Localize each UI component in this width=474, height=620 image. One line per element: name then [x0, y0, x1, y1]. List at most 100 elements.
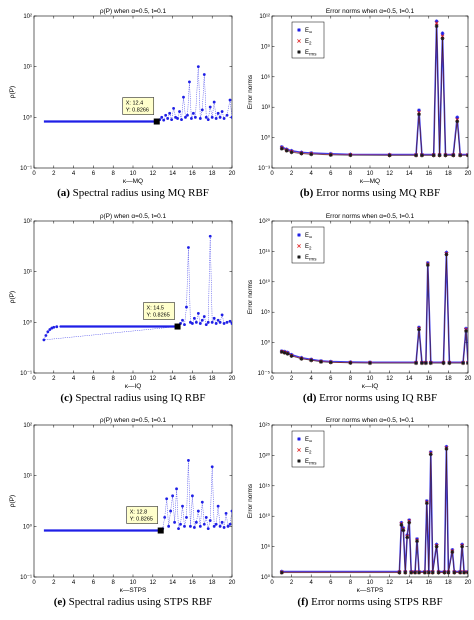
d-point-0-17 [444, 250, 449, 255]
caption-c: (c) Spectral radius using IQ RBF [60, 392, 205, 404]
datatip-x: X: 12.4 [126, 101, 143, 107]
f-point-0-19 [444, 444, 449, 449]
b-point-2-6 [348, 153, 353, 158]
y-tick-label: 10⁶ [261, 74, 271, 81]
y-tick-label: 10²⁰ [259, 452, 271, 459]
x-tick-label: 18 [445, 171, 452, 177]
d-point-2-20 [464, 329, 468, 333]
c-point-0-25 [212, 316, 216, 320]
b-point-2-5 [328, 153, 333, 157]
datatip-x: X: 14.5 [147, 306, 164, 312]
a-point-0-15 [186, 113, 189, 117]
e-point-0-17 [194, 520, 198, 524]
x-tick-label: 4 [310, 171, 314, 177]
x-tick-label: 4 [72, 171, 76, 177]
y-tick-label: 10²⁰ [259, 218, 271, 225]
chart-panel-a: 0 2 4 6 8 10 12 14 16 18 20 10⁻¹ 10⁰ 10¹ 10² ρ(P) when … [9, 8, 236, 185]
x-tick-label: 12 [386, 580, 393, 586]
x-tick-label: 6 [329, 376, 333, 382]
c-point-0-19 [200, 318, 204, 322]
f-point-0-12 [424, 499, 429, 503]
a-point-0-11 [178, 110, 181, 113]
y-axis-label-e: ρ(P) [9, 495, 16, 507]
x-tick-label: 2 [290, 376, 294, 382]
e-point-0-29 [218, 524, 222, 528]
y-tick-label: 10³ [261, 105, 270, 111]
x-tick-label: 10 [130, 171, 137, 177]
x-tick-label: 12 [149, 580, 156, 586]
e-point-0-18 [196, 509, 200, 513]
x-tick-label: 18 [209, 376, 216, 382]
f-point-2-25 [462, 570, 466, 575]
datatip-y: Y: 0.8266 [126, 108, 149, 114]
data-layer-a [43, 65, 232, 123]
data-layer-d [279, 250, 468, 366]
x-axis-label-b: κ—MQ [360, 178, 380, 185]
a-point-0-34 [225, 113, 229, 117]
y-tick-label: 10⁰ [23, 523, 33, 530]
y-tick-label: 10⁵ [261, 309, 271, 316]
b-point-2-9 [417, 112, 421, 117]
c-point-0-16 [194, 320, 198, 324]
y-tick-label: 10⁻¹ [20, 166, 32, 172]
d-point-0-20 [464, 326, 468, 331]
chart-panel-e: 0 2 4 6 8 10 12 14 16 18 20 10⁻¹ 10⁰ 10¹ 10² ρ(P) when … [9, 417, 236, 594]
x-axis-label-f: κ—STPS [357, 587, 384, 594]
x-tick-label: 18 [209, 171, 216, 177]
y-tick-label: 10⁰ [261, 135, 271, 142]
c-point-0-17 [196, 312, 200, 315]
x-tick-label: 14 [406, 580, 413, 586]
a-point-0-10 [176, 117, 179, 120]
c-point-0-3 [48, 328, 52, 331]
x-tick-label: 4 [72, 376, 76, 382]
b-point-2-18 [458, 153, 463, 158]
chart-title-d: Error norms when α=0.5, t=0.1 [326, 213, 415, 220]
legend-label-main: E [305, 50, 309, 56]
e-point-0-3 [167, 524, 171, 528]
f-point-2-0 [279, 570, 284, 575]
c-point-0-14 [191, 322, 194, 325]
y-tick-label: 10⁰ [261, 574, 271, 581]
e-point-0-8 [177, 527, 180, 531]
legend-label-sub: rms [309, 461, 317, 466]
e-point-0-21 [202, 522, 206, 526]
d-point-2-6 [319, 360, 323, 364]
f-point-2-23 [458, 570, 463, 575]
legend-label-1: E2 [305, 244, 312, 251]
y-tick-label: 10⁻¹ [20, 371, 32, 377]
x-tick-label: 14 [169, 376, 176, 382]
caption-text: Spectral radius using STPS RBF [66, 596, 212, 608]
c-point-0-0 [42, 338, 46, 342]
caption-label: (a) [57, 187, 70, 199]
x-tick-label: 20 [465, 171, 472, 177]
a-point-0-12 [180, 118, 183, 122]
f-point-2-legend [297, 459, 301, 463]
a-point-0-35 [228, 98, 232, 102]
legend-label-0: E∞ [305, 437, 312, 444]
a-point-0-14 [184, 115, 187, 119]
x-tick-label: 18 [445, 376, 452, 382]
d-point-2-7 [328, 360, 333, 365]
e-point-0-14 [189, 524, 192, 528]
b-point-2-19 [466, 153, 468, 158]
a-point-0-19 [193, 115, 197, 119]
caption-label: (c) [60, 392, 73, 404]
caption-label: (b) [300, 187, 314, 199]
legend-label-0: E∞ [305, 28, 312, 35]
y-tick-label: 10⁰ [23, 319, 33, 326]
x-tick-label: 10 [367, 580, 374, 586]
f-point-0-2 [399, 520, 404, 525]
f-point-2-19 [444, 446, 449, 451]
caption-a: (a) Spectral radius using MQ RBF [57, 187, 209, 199]
c-point-0-20 [202, 315, 206, 318]
b-point-2-11 [431, 153, 436, 158]
x-tick-label: 8 [349, 376, 353, 382]
y-tick-label: 10¹ [23, 474, 32, 480]
legend-label-1: E2 [305, 39, 312, 46]
a-point-0-3 [162, 118, 166, 122]
e-point-0-12 [185, 516, 188, 519]
f-point-2-20 [446, 570, 451, 575]
d-point-2-2 [285, 351, 290, 356]
f-point-2-18 [442, 570, 447, 575]
